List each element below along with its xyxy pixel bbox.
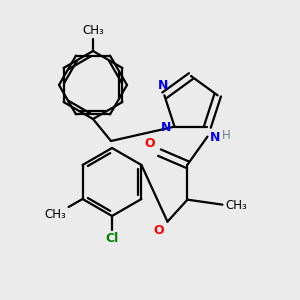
Text: O: O xyxy=(154,224,164,237)
Text: N: N xyxy=(158,79,169,92)
Text: N: N xyxy=(209,131,220,144)
Text: O: O xyxy=(145,137,155,150)
Text: Cl: Cl xyxy=(105,232,119,245)
Text: CH₃: CH₃ xyxy=(82,24,104,37)
Text: H: H xyxy=(221,129,230,142)
Text: CH₃: CH₃ xyxy=(226,199,247,212)
Text: N: N xyxy=(161,121,172,134)
Text: CH₃: CH₃ xyxy=(45,208,67,221)
